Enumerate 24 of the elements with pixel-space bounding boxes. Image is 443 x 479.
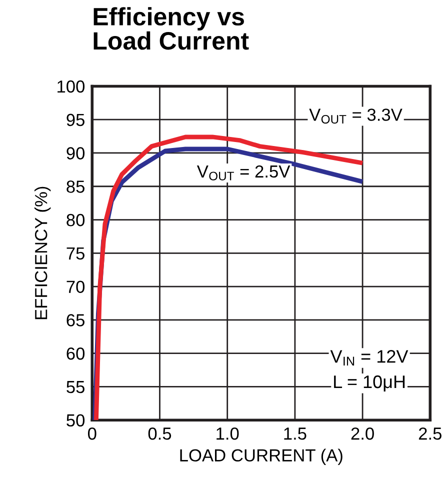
x-axis-title: LOAD CURRENT (A) [180, 448, 342, 465]
y-tick-label: 65 [66, 314, 84, 326]
y-tick-label: 90 [66, 147, 85, 160]
x-tick-label: 2.0 [351, 427, 374, 440]
x-tick-label: 1.0 [216, 427, 239, 440]
series-label: V$_{OUT}$ = 2.5V [196, 165, 290, 180]
annotation: V$_{IN}$ = 12V [330, 350, 408, 366]
y-tick-label: 70 [66, 280, 85, 293]
x-tick-label: 0.5 [148, 427, 172, 440]
y-tick-label: 100 [58, 80, 85, 93]
y-tick-label: 50 [66, 414, 85, 427]
y-tick-label: 55 [66, 381, 84, 394]
x-tick-label: 0 [88, 427, 96, 440]
y-tick-label: 75 [66, 248, 84, 260]
series-label: V$_{OUT}$ = 3.3V [309, 108, 402, 124]
y-tick-label: 60 [66, 347, 85, 360]
y-tick-label: 80 [66, 214, 85, 226]
chart-title: Efficiency vs Load Current [94, 7, 249, 50]
x-tick-label: 2.5 [418, 427, 442, 440]
y-axis-title: EFFICIENCY (%) [34, 186, 51, 320]
y-tick-label: 85 [66, 180, 84, 193]
annotation: L = 10μH [334, 375, 405, 392]
y-tick-label: 95 [66, 114, 84, 126]
x-tick-label: 1.5 [284, 428, 306, 440]
